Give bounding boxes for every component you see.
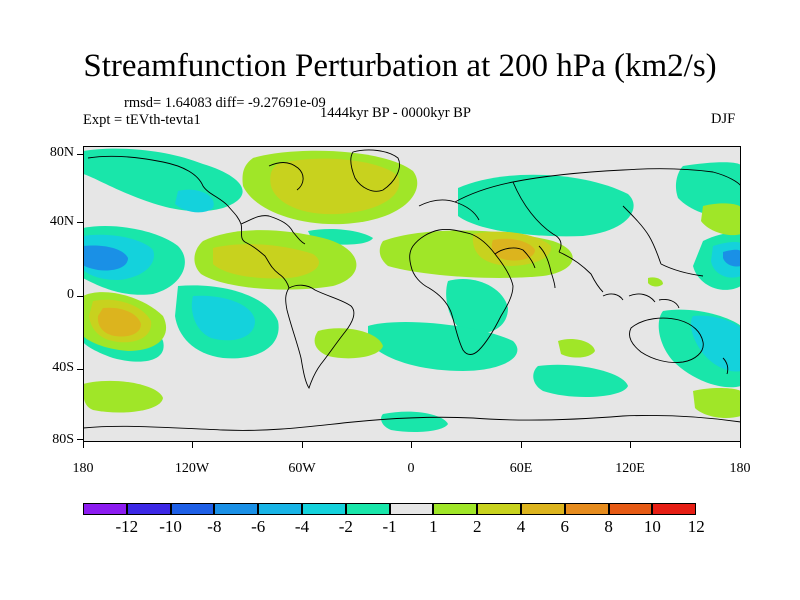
colorbar-swatch xyxy=(83,503,127,515)
pos-northeast-pacific xyxy=(701,203,741,236)
colorbar-label: 1 xyxy=(429,517,438,536)
coastlines xyxy=(83,149,741,431)
experiment-label: Expt = tEVth-tevta1 xyxy=(83,112,201,128)
lat-tick xyxy=(77,154,83,155)
lon-tick xyxy=(83,442,84,448)
colorbar-label: 4 xyxy=(516,517,526,536)
coast-australia xyxy=(629,317,704,363)
neg-equatorial-africa xyxy=(446,279,508,334)
neg-southern-ocean-1 xyxy=(533,364,628,398)
lon-tick xyxy=(521,442,522,448)
pos-pacific-south-core xyxy=(97,307,141,337)
colorbar-label: 10 xyxy=(643,517,661,536)
lat-label-0: 0 xyxy=(67,287,74,302)
colorbar-label: -12 xyxy=(115,517,139,536)
neg-europe-asia xyxy=(458,174,634,237)
colorbar-label: -1 xyxy=(382,517,397,536)
colorbar-label: -4 xyxy=(294,517,310,536)
pos-japan-small xyxy=(648,277,663,287)
coast-new-zealand xyxy=(722,357,729,375)
negative-anomaly-regions xyxy=(83,148,741,432)
colorbar-label: 12 xyxy=(687,517,705,536)
colorbar-swatch xyxy=(520,503,565,515)
lat-tick xyxy=(77,222,83,223)
colorbar-swatch xyxy=(608,503,653,515)
lat-tick xyxy=(77,369,83,370)
coast-antarctica xyxy=(83,415,741,431)
colorbar-legend xyxy=(83,503,697,515)
lon-label-60e: 60E xyxy=(509,461,533,476)
pos-north-atlantic-mid xyxy=(270,158,400,215)
lon-tick xyxy=(411,442,412,448)
lon-tick xyxy=(740,442,741,448)
colorbar-label: 6 xyxy=(560,517,570,536)
colorbar-swatch xyxy=(301,503,346,515)
coast-arabia-india xyxy=(494,245,556,289)
colorbar-swatch xyxy=(258,503,302,515)
lat-label-40n: 40N xyxy=(49,214,74,229)
coast-south-america xyxy=(285,284,355,390)
pos-southern-ocean-east xyxy=(693,388,741,419)
pos-north-america-south-mid xyxy=(213,244,319,279)
lon-tick xyxy=(192,442,193,448)
lat-tick xyxy=(77,296,83,297)
pos-indian-ocean-east xyxy=(558,339,595,358)
season-label: DJF xyxy=(711,111,736,127)
neg-tropical-band xyxy=(368,321,518,371)
colorbar-swatch xyxy=(564,503,609,515)
rmsd-diff-stats: rmsd= 1.64083 diff= -9.27691e-09 xyxy=(124,95,326,111)
colorbar-swatch xyxy=(170,503,215,515)
streamfunction-map xyxy=(83,146,741,442)
pos-south-america-east xyxy=(314,328,383,359)
colorbar-label: -2 xyxy=(338,517,353,536)
lon-label-0: 0 xyxy=(407,461,415,476)
colorbar-label: -6 xyxy=(251,517,266,536)
colorbar-label: 2 xyxy=(472,517,482,536)
time-period-label: 1444kyr BP - 0000kyr BP xyxy=(320,105,471,121)
colorbar-swatch xyxy=(477,503,521,515)
positive-anomaly-regions xyxy=(83,150,741,419)
lon-label-180w: 180 xyxy=(72,461,94,476)
lon-label-60w: 60W xyxy=(288,461,316,476)
colorbar-label: -10 xyxy=(159,517,182,536)
neg-southern-ocean-2 xyxy=(381,411,448,432)
coast-greenland xyxy=(350,149,400,192)
lat-label-40s: 40S xyxy=(52,360,74,375)
neg-australia-south-mid xyxy=(690,315,741,372)
neg-east-pacific-s-mid xyxy=(191,295,255,341)
colorbar-label: 8 xyxy=(604,517,613,536)
lon-label-120w: 120W xyxy=(174,461,210,476)
coast-indonesia xyxy=(602,293,680,309)
plot-title: Streamfunction Perturbation at 200 hPa (… xyxy=(83,48,717,84)
lon-tick xyxy=(630,442,631,448)
neg-west-pacific-east-core xyxy=(723,249,741,267)
neg-pacific-west-core xyxy=(83,245,128,271)
lat-tick xyxy=(77,439,83,440)
lat-label-80n: 80N xyxy=(49,145,74,160)
map-svg xyxy=(83,146,741,442)
coast-eurasia xyxy=(454,168,741,293)
pos-arabia-india-core xyxy=(491,238,535,261)
pos-southern-ocean-west xyxy=(83,380,163,413)
colorbar-swatch xyxy=(652,503,697,515)
lon-tick xyxy=(302,442,303,448)
lon-label-120e: 120E xyxy=(615,461,645,476)
coast-north-america xyxy=(87,155,306,289)
lon-label-180e: 180 xyxy=(729,461,751,476)
lat-label-80s: 80S xyxy=(52,432,74,447)
colorbar-swatch xyxy=(126,503,171,515)
colorbar-swatch xyxy=(345,503,390,515)
neg-na-blue-core xyxy=(175,189,214,213)
colorbar-label: -8 xyxy=(207,517,222,536)
colorbar-swatch xyxy=(433,503,478,515)
colorbar-swatch xyxy=(389,503,434,515)
colorbar-swatch xyxy=(214,503,259,515)
